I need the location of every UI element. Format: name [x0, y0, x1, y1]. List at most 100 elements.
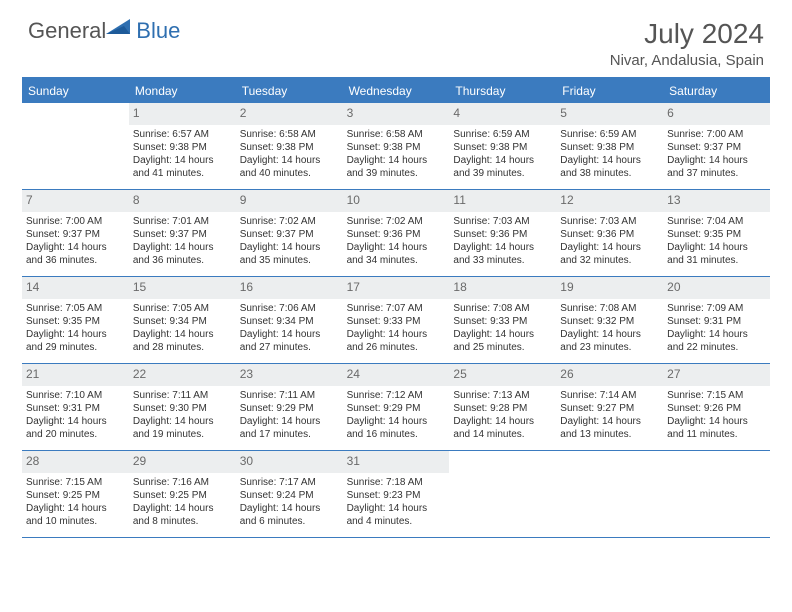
day-cell: 20Sunrise: 7:09 AMSunset: 9:31 PMDayligh…	[663, 277, 770, 363]
day-number	[22, 103, 129, 109]
dow-cell: Monday	[129, 79, 236, 103]
day-cell	[22, 103, 129, 189]
day-cell: 5Sunrise: 6:59 AMSunset: 9:38 PMDaylight…	[556, 103, 663, 189]
day-details: Sunrise: 7:05 AMSunset: 9:35 PMDaylight:…	[26, 302, 125, 354]
day-cell	[663, 451, 770, 537]
day-number: 17	[343, 277, 450, 299]
day-number: 3	[343, 103, 450, 125]
day-number: 9	[236, 190, 343, 212]
day-number	[556, 451, 663, 457]
day-number: 31	[343, 451, 450, 473]
day-number: 20	[663, 277, 770, 299]
day-cell: 23 Sunrise: 7:11 AMSunset: 9:29 PMDayligh…	[236, 364, 343, 450]
day-cell: 16 Sunrise: 7:06 AMSunset: 9:34 PMDayligh…	[236, 277, 343, 363]
day-cell: 22 Sunrise: 7:11 AMSunset: 9:30 PMDayligh…	[129, 364, 236, 450]
day-details: Sunrise: 7:10 AMSunset: 9:31 PMDaylight:…	[26, 389, 125, 441]
day-number: 2	[236, 103, 343, 125]
day-details: Sunrise: 7:12 AMSunset: 9:29 PMDaylight:…	[347, 389, 446, 441]
day-cell: 17Sunrise: 7:07 AMSunset: 9:33 PMDayligh…	[343, 277, 450, 363]
day-details: Sunrise: 7:08 AMSunset: 9:32 PMDaylight:…	[560, 302, 659, 354]
day-details: Sunrise: 7:00 AMSunset: 9:37 PMDaylight:…	[667, 128, 766, 180]
day-number: 13	[663, 190, 770, 212]
location-text: Nivar, Andalusia, Spain	[610, 52, 764, 69]
day-cell: 25 Sunrise: 7:13 AMSunset: 9:28 PMDayligh…	[449, 364, 556, 450]
day-details: Sunrise: 7:03 AMSunset: 9:36 PMDaylight:…	[560, 215, 659, 267]
day-cell: 26Sunrise: 7:14 AMSunset: 9:27 PMDayligh…	[556, 364, 663, 450]
day-number: 15	[129, 277, 236, 299]
day-cell: 19Sunrise: 7:08 AMSunset: 9:32 PMDayligh…	[556, 277, 663, 363]
day-details: Sunrise: 7:05 AMSunset: 9:34 PMDaylight:…	[133, 302, 232, 354]
day-cell: 24Sunrise: 7:12 AMSunset: 9:29 PMDayligh…	[343, 364, 450, 450]
day-number	[663, 451, 770, 457]
day-details: Sunrise: 7:13 AMSunset: 9:28 PMDaylight:…	[453, 389, 552, 441]
day-number: 25	[449, 364, 556, 386]
logo-triangle-icon	[106, 17, 134, 40]
title-block: July 2024 Nivar, Andalusia, Spain	[610, 18, 764, 69]
day-details: Sunrise: 7:16 AMSunset: 9:25 PMDaylight:…	[133, 476, 232, 528]
day-details: Sunrise: 7:08 AMSunset: 9:33 PMDaylight:…	[453, 302, 552, 354]
day-number: 16	[236, 277, 343, 299]
dow-cell: Friday	[556, 79, 663, 103]
day-cell: 8 Sunrise: 7:01 AMSunset: 9:37 PMDaylight…	[129, 190, 236, 276]
day-details: Sunrise: 7:14 AMSunset: 9:27 PMDaylight:…	[560, 389, 659, 441]
dow-cell: Thursday	[449, 79, 556, 103]
day-details: Sunrise: 7:04 AMSunset: 9:35 PMDaylight:…	[667, 215, 766, 267]
day-details: Sunrise: 7:18 AMSunset: 9:23 PMDaylight:…	[347, 476, 446, 528]
day-cell: 30 Sunrise: 7:17 AMSunset: 9:24 PMDayligh…	[236, 451, 343, 537]
day-cell: 14 Sunrise: 7:05 AMSunset: 9:35 PMDayligh…	[22, 277, 129, 363]
day-cell: 29 Sunrise: 7:16 AMSunset: 9:25 PMDayligh…	[129, 451, 236, 537]
day-cell: 4Sunrise: 6:59 AMSunset: 9:38 PMDaylight…	[449, 103, 556, 189]
day-number: 23	[236, 364, 343, 386]
day-number: 6	[663, 103, 770, 125]
day-details: Sunrise: 7:01 AMSunset: 9:37 PMDaylight:…	[133, 215, 232, 267]
day-number: 29	[129, 451, 236, 473]
day-number: 11	[449, 190, 556, 212]
day-cell	[556, 451, 663, 537]
page-header: General Blue July 2024 Nivar, Andalusia,…	[0, 0, 792, 73]
day-details: Sunrise: 7:02 AMSunset: 9:36 PMDaylight:…	[347, 215, 446, 267]
day-details: Sunrise: 7:03 AMSunset: 9:36 PMDaylight:…	[453, 215, 552, 267]
day-cell: 3 Sunrise: 6:58 AMSunset: 9:38 PMDaylight…	[343, 103, 450, 189]
dow-cell: Saturday	[663, 79, 770, 103]
day-details: Sunrise: 7:11 AMSunset: 9:29 PMDaylight:…	[240, 389, 339, 441]
day-details: Sunrise: 6:59 AMSunset: 9:38 PMDaylight:…	[560, 128, 659, 180]
day-cell: 13 Sunrise: 7:04 AMSunset: 9:35 PMDayligh…	[663, 190, 770, 276]
day-number: 30	[236, 451, 343, 473]
day-cell: 10Sunrise: 7:02 AMSunset: 9:36 PMDayligh…	[343, 190, 450, 276]
day-number: 28	[22, 451, 129, 473]
day-cell: 2 Sunrise: 6:58 AMSunset: 9:38 PMDaylight…	[236, 103, 343, 189]
month-title: July 2024	[610, 18, 764, 50]
week-row: 28Sunrise: 7:15 AMSunset: 9:25 PMDayligh…	[22, 451, 770, 538]
day-cell: 28Sunrise: 7:15 AMSunset: 9:25 PMDayligh…	[22, 451, 129, 537]
day-of-week-row: SundayMondayTuesdayWednesdayThursdayFrid…	[22, 79, 770, 103]
day-details: Sunrise: 7:11 AMSunset: 9:30 PMDaylight:…	[133, 389, 232, 441]
week-row: 7Sunrise: 7:00 AMSunset: 9:37 PMDaylight…	[22, 190, 770, 277]
day-number: 14	[22, 277, 129, 299]
day-cell: 1 Sunrise: 6:57 AMSunset: 9:38 PMDaylight…	[129, 103, 236, 189]
day-cell: 18 Sunrise: 7:08 AMSunset: 9:33 PMDayligh…	[449, 277, 556, 363]
day-details: Sunrise: 6:57 AMSunset: 9:38 PMDaylight:…	[133, 128, 232, 180]
day-number: 7	[22, 190, 129, 212]
dow-cell: Sunday	[22, 79, 129, 103]
logo: General Blue	[28, 18, 180, 44]
week-row: 21 Sunrise: 7:10 AMSunset: 9:31 PMDayligh…	[22, 364, 770, 451]
day-number: 18	[449, 277, 556, 299]
day-cell: 11 Sunrise: 7:03 AMSunset: 9:36 PMDayligh…	[449, 190, 556, 276]
day-number: 1	[129, 103, 236, 125]
dow-cell: Wednesday	[343, 79, 450, 103]
day-number: 22	[129, 364, 236, 386]
day-number: 21	[22, 364, 129, 386]
day-details: Sunrise: 6:58 AMSunset: 9:38 PMDaylight:…	[347, 128, 446, 180]
day-details: Sunrise: 7:17 AMSunset: 9:24 PMDaylight:…	[240, 476, 339, 528]
day-cell: 7Sunrise: 7:00 AMSunset: 9:37 PMDaylight…	[22, 190, 129, 276]
day-number	[449, 451, 556, 457]
day-cell: 31 Sunrise: 7:18 AMSunset: 9:23 PMDayligh…	[343, 451, 450, 537]
day-number: 27	[663, 364, 770, 386]
day-number: 12	[556, 190, 663, 212]
day-cell	[449, 451, 556, 537]
week-row: 1 Sunrise: 6:57 AMSunset: 9:38 PMDaylight…	[22, 103, 770, 190]
day-details: Sunrise: 7:02 AMSunset: 9:37 PMDaylight:…	[240, 215, 339, 267]
day-details: Sunrise: 6:58 AMSunset: 9:38 PMDaylight:…	[240, 128, 339, 180]
day-number: 8	[129, 190, 236, 212]
day-details: Sunrise: 7:06 AMSunset: 9:34 PMDaylight:…	[240, 302, 339, 354]
